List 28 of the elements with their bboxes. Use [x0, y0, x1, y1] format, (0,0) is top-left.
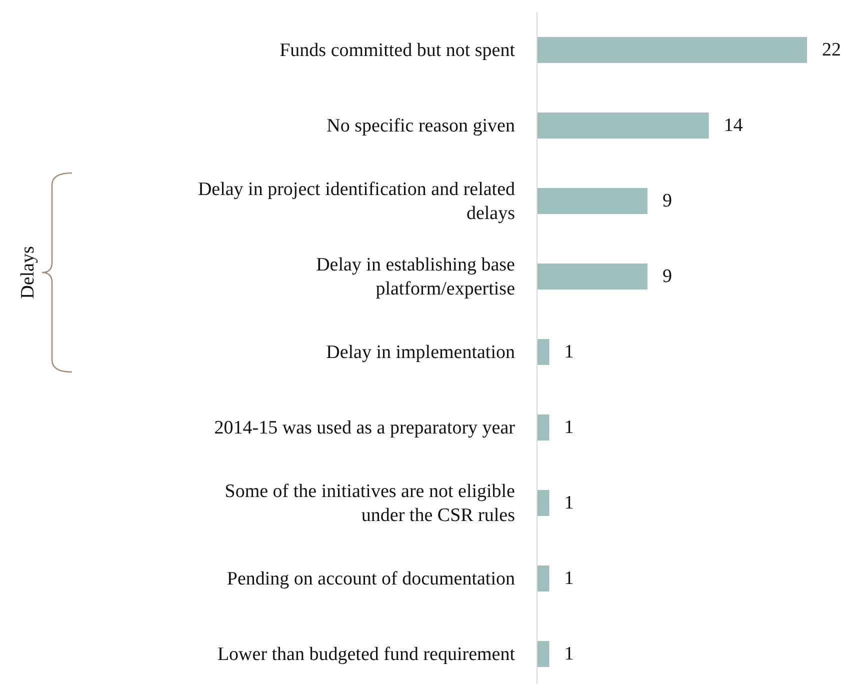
- data-label: 9: [662, 190, 672, 212]
- bar: [537, 188, 648, 214]
- bar: [537, 339, 550, 365]
- bar: [537, 37, 807, 63]
- y-tick-label: Pending on account of documentation: [226, 568, 516, 589]
- data-label: 1: [564, 342, 574, 362]
- data-label: 1: [564, 644, 574, 664]
- y-tick-label: Delay in implementation: [326, 342, 516, 362]
- bar: [537, 490, 550, 516]
- data-label: 1: [564, 568, 574, 589]
- text: Delays: [18, 246, 38, 299]
- y-tick-label: Delay in project identification and related delays: [198, 178, 516, 224]
- bar: [537, 264, 648, 290]
- data-label: 1: [564, 492, 574, 514]
- bar: [537, 112, 709, 138]
- y-tick-label: Some of the initiatives are not eligible under the CSR rules: [224, 480, 515, 526]
- y-tick-label: No specific reason given: [326, 115, 516, 136]
- bar: [537, 566, 550, 592]
- data-label: 1: [564, 417, 574, 438]
- y-tick-label: Funds committed but not spent: [280, 40, 516, 60]
- data-label: 22: [822, 40, 841, 60]
- data-label: 14: [724, 115, 744, 136]
- y-tick-label: 2014-15 was used as a preparatory year: [214, 417, 516, 438]
- y-tick-label: Lower than budgeted fund requirement: [217, 644, 516, 664]
- bar: [537, 641, 550, 667]
- y-tick-label: Delay in establishing base platform/expertise: [316, 254, 515, 299]
- bar: [537, 414, 550, 440]
- data-label: 9: [662, 266, 672, 287]
